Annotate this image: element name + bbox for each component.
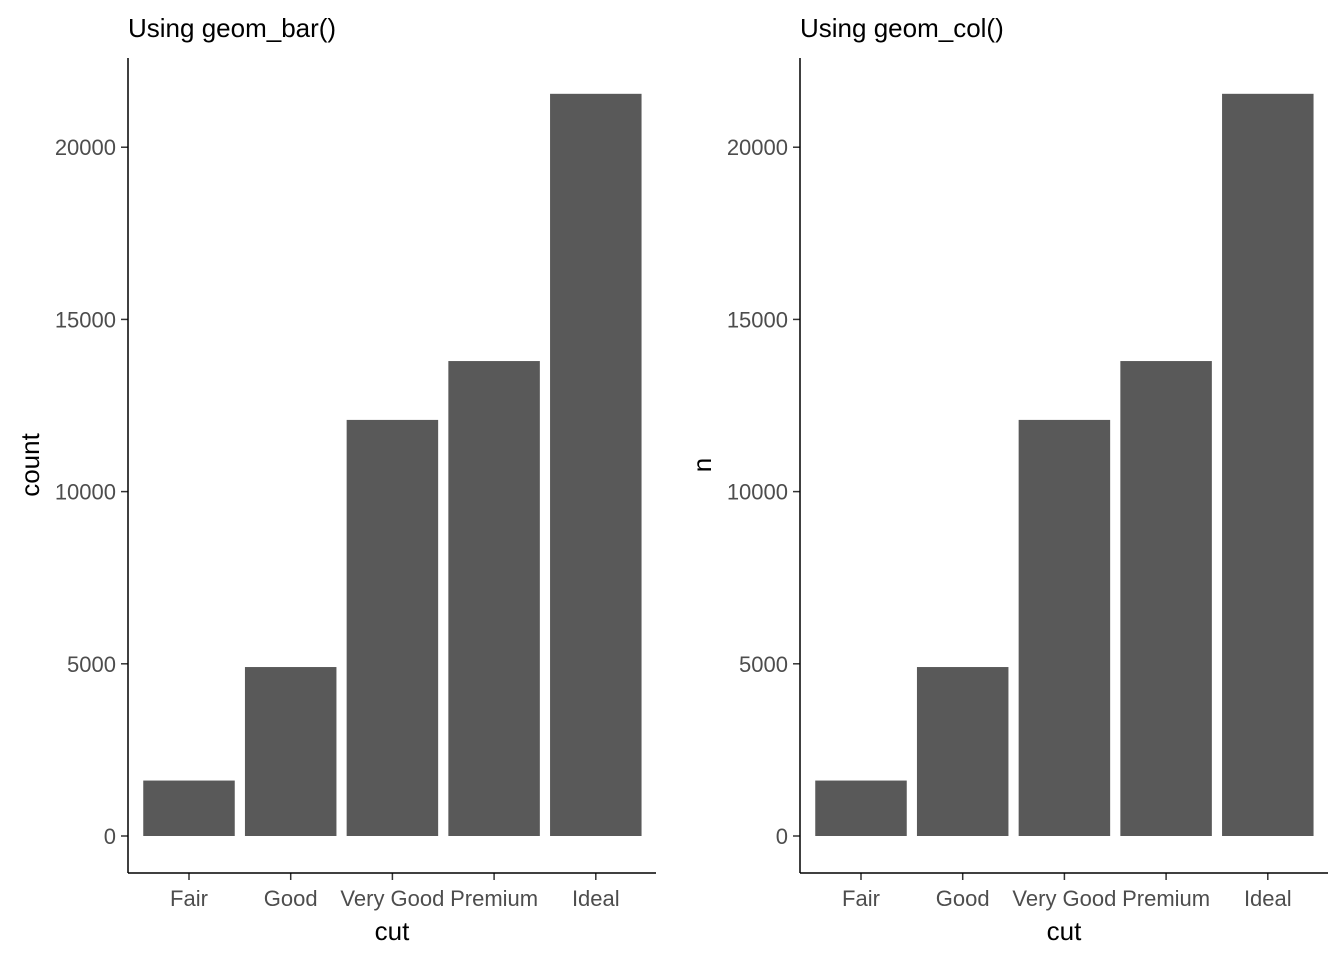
x-tick-label: Very Good: [1012, 886, 1116, 911]
x-tick-label: Premium: [1122, 886, 1210, 911]
chart-title: Using geom_bar(): [128, 13, 336, 43]
bar-very-good: [1018, 419, 1111, 836]
y-tick-label: 15000: [727, 307, 788, 332]
bar-premium: [448, 361, 540, 836]
y-tick-label: 20000: [727, 135, 788, 160]
y-tick-label: 10000: [55, 480, 116, 505]
bar-fair: [143, 780, 235, 836]
chart-title: Using geom_col(): [800, 13, 1004, 43]
x-tick-label: Fair: [170, 886, 208, 911]
bars-layer: [815, 93, 1314, 836]
x-tick-label: Good: [936, 886, 990, 911]
bar-good: [244, 667, 337, 836]
bar-premium: [1120, 361, 1212, 836]
x-axis-title: cut: [1047, 916, 1082, 946]
x-tick-label: Premium: [450, 886, 538, 911]
y-tick-label: 0: [776, 824, 788, 849]
x-axis-ticks: Fair Good Very Good Premium Ideal: [170, 873, 620, 911]
y-tick-label: 15000: [55, 307, 116, 332]
bar-fair: [815, 780, 907, 836]
bars-layer: [143, 93, 642, 836]
bar-ideal: [1222, 93, 1314, 836]
x-tick-label: Fair: [842, 886, 880, 911]
y-tick-label: 0: [104, 824, 116, 849]
y-axis-ticks: 0 5000 10000 15000 20000: [55, 135, 128, 849]
y-tick-label: 20000: [55, 135, 116, 160]
y-tick-label: 10000: [727, 480, 788, 505]
y-tick-label: 5000: [67, 652, 116, 677]
x-tick-label: Ideal: [1244, 886, 1292, 911]
x-tick-label: Ideal: [572, 886, 620, 911]
chart-panel-geom-col: Using geom_col() n cut 0 5000 10000 15000 20…: [687, 13, 1328, 946]
y-axis-title: n: [687, 458, 717, 472]
x-axis-ticks: Fair Good Very Good Premium Ideal: [842, 873, 1292, 911]
bar-ideal: [550, 93, 642, 836]
y-tick-label: 5000: [739, 652, 788, 677]
bar-very-good: [346, 419, 439, 836]
x-tick-label: Good: [264, 886, 318, 911]
x-axis-title: cut: [375, 916, 410, 946]
y-axis-ticks: 0 5000 10000 15000 20000: [727, 135, 800, 849]
bar-good: [916, 667, 1009, 836]
y-axis-title: count: [15, 432, 45, 496]
x-tick-label: Very Good: [340, 886, 444, 911]
chart-panel-geom-bar: Using geom_bar() count cut 0 5000 10000 150…: [15, 13, 656, 946]
